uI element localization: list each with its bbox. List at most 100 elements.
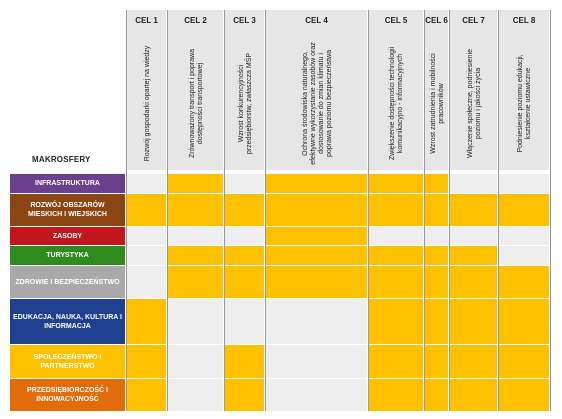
- matrix-cell-empty: [369, 227, 423, 245]
- matrix-cell-filled: [450, 194, 497, 226]
- matrix-cell-filled: [369, 379, 423, 411]
- matrix-cell-empty: [225, 227, 264, 245]
- matrix-cell-empty: [266, 379, 367, 411]
- matrix-cell-filled: [225, 345, 264, 378]
- matrix-cell-filled: [127, 194, 166, 226]
- goal-header-3: CEL 3 Wzrost konkurencyjności przedsiębio…: [225, 10, 264, 170]
- matrix-cell-empty: [168, 379, 223, 411]
- matrix-cell-filled: [499, 194, 549, 226]
- matrix-cell-filled: [168, 246, 223, 265]
- goal-description: Rozwój gospodarki opartej na wiedzy: [143, 45, 151, 162]
- goal-title: CEL 1: [135, 16, 158, 25]
- goal-header-7: CEL 7 Włączenie społeczne, podniesienie p…: [450, 10, 497, 170]
- goal-title: CEL 4: [305, 16, 328, 25]
- matrix-cell-filled: [499, 379, 549, 411]
- matrix-cell-filled: [127, 345, 166, 378]
- matrix-cell-empty: [266, 345, 367, 378]
- matrix-cell-filled: [266, 227, 367, 245]
- goal-title: CEL 7: [462, 16, 485, 25]
- matrix-cell-empty: [450, 227, 497, 245]
- matrix-cell-empty: [225, 299, 264, 344]
- matrix-cell-filled: [225, 194, 264, 226]
- matrix-cell-empty: [425, 227, 448, 245]
- matrix-cell-empty: [168, 299, 223, 344]
- matrix-cell-filled: [450, 246, 497, 265]
- matrix-cell-filled: [450, 266, 497, 298]
- matrix-cell-filled: [425, 174, 448, 193]
- column-divider: [368, 10, 369, 411]
- matrix-cell-filled: [168, 174, 223, 193]
- matrix-cell-filled: [127, 299, 166, 344]
- matrix-cell-filled: [369, 345, 423, 378]
- matrix-cell-filled: [425, 246, 448, 265]
- goal-title: CEL 2: [184, 16, 207, 25]
- goal-description: Zwiększenie dostępności technologii komu…: [389, 46, 404, 161]
- goal-header-2: CEL 2 Zrównoważony transport i poprawa do…: [168, 10, 223, 170]
- matrix-cell-empty: [450, 174, 497, 193]
- column-divider: [265, 10, 266, 411]
- matrix-cell-empty: [168, 345, 223, 378]
- goal-title: CEL 3: [233, 16, 256, 25]
- row-label: PRZEDSIĘBIORCZOŚĆ I INNOWACYJNOŚĆ: [10, 379, 125, 411]
- goal-header-1: CEL 1 Rozwój gospodarki opartej na wiedzy: [127, 10, 166, 170]
- matrix-cell-filled: [425, 194, 448, 226]
- makrosfery-label: MAKROSFERY: [32, 155, 91, 164]
- matrix-cell-empty: [225, 174, 264, 193]
- matrix-cell-filled: [450, 345, 497, 378]
- matrix-cell-filled: [369, 194, 423, 226]
- matrix-cell-filled: [369, 246, 423, 265]
- matrix-cell-filled: [266, 266, 367, 298]
- matrix-cell-filled: [425, 266, 448, 298]
- matrix-cell-filled: [369, 266, 423, 298]
- goal-title: CEL 5: [384, 16, 408, 25]
- column-divider: [550, 10, 551, 411]
- goal-title: CEL 8: [512, 16, 536, 25]
- matrix-cell-filled: [266, 174, 367, 193]
- matrix-cell-filled: [450, 379, 497, 411]
- matrix-cell-filled: [499, 266, 549, 298]
- matrix-cell-filled: [168, 266, 223, 298]
- column-divider: [167, 10, 168, 411]
- matrix-cell-empty: [499, 227, 549, 245]
- row-label: INFRASTRUKTURA: [10, 174, 125, 193]
- matrix-cell-empty: [127, 266, 166, 298]
- matrix-cell-filled: [450, 299, 497, 344]
- matrix-cell-empty: [499, 174, 549, 193]
- matrix-cell-filled: [225, 379, 264, 411]
- matrix-cell-filled: [425, 379, 448, 411]
- goal-description: Wzrost zatrudnienia i mobilności pracown…: [429, 53, 445, 154]
- goal-description: Zrównoważony transport i poprawa dostępn…: [188, 49, 204, 158]
- column-divider: [126, 10, 127, 411]
- matrix-cell-filled: [499, 345, 549, 378]
- goal-description: Wzrost konkurencyjności przedsiębiorstw,…: [237, 52, 253, 155]
- column-divider: [424, 10, 425, 411]
- matrix-cell-filled: [127, 379, 166, 411]
- row-label: EDUKACJA, NAUKA, KULTURA I INFORMACJA: [10, 299, 125, 344]
- goal-header-6: CEL 6 Wzrost zatrudnienia i mobilności pr…: [425, 10, 448, 170]
- row-label: SPOŁECZEŃSTWO I PARTNERSTWO: [10, 345, 125, 378]
- matrix-cell-filled: [425, 299, 448, 344]
- row-label: ZASOBY: [10, 227, 125, 245]
- matrix-cell-empty: [127, 246, 166, 265]
- matrix-cell-filled: [266, 194, 367, 226]
- matrix-cell-empty: [499, 246, 549, 265]
- column-divider: [449, 10, 450, 411]
- matrix-cell-filled: [266, 246, 367, 265]
- goal-description: Ochrona środowiska naturalnego, efektywn…: [301, 42, 333, 165]
- goal-header-8: CEL 8 Podniesienie poziomu edukacji, kszt…: [499, 10, 549, 170]
- goal-title: CEL 6: [425, 16, 448, 25]
- matrix-cell-empty: [127, 227, 166, 245]
- matrix-cell-filled: [225, 266, 264, 298]
- matrix-cell-filled: [369, 174, 423, 193]
- row-label: ROZWÓJ OBSZARÓW MIESKICH I WIEJSKICH: [10, 194, 125, 226]
- column-divider: [224, 10, 225, 411]
- matrix-cell-filled: [225, 246, 264, 265]
- matrix-cell-empty: [168, 227, 223, 245]
- goal-description: Włączenie społeczne, podniesienie poziom…: [466, 49, 482, 158]
- row-label: TURYSTYKA: [10, 246, 125, 265]
- goal-header-5: CEL 5 Zwiększenie dostępności technologii…: [369, 10, 423, 170]
- matrix-cell-filled: [168, 194, 223, 226]
- matrix-cell-filled: [499, 299, 549, 344]
- row-label: ZDROWIE I BEZPIECZEŃSTWO: [10, 266, 125, 298]
